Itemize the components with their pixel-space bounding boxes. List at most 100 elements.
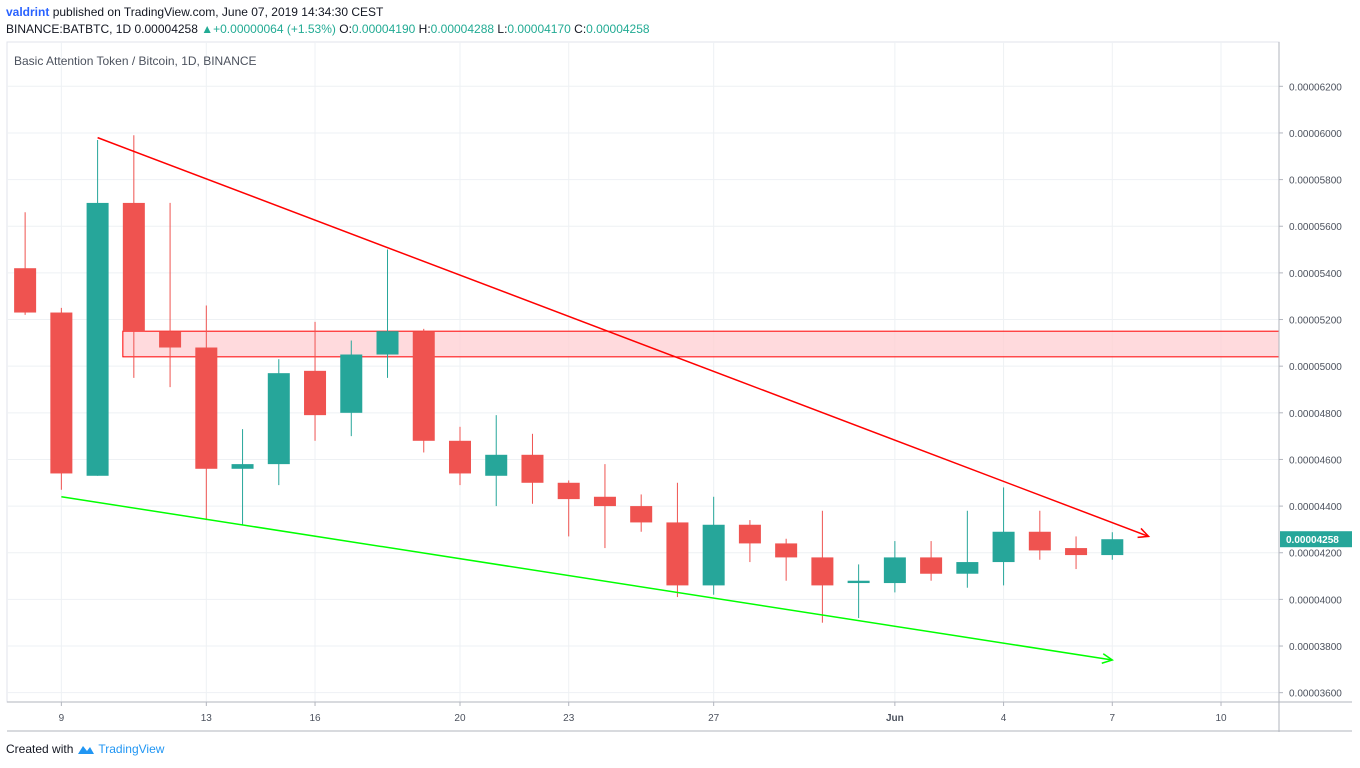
candle-body-down xyxy=(448,440,471,474)
resistance-trendline xyxy=(97,136,1149,538)
high-label: H: xyxy=(418,22,431,36)
symbol-label: BINANCE:BATBTC, 1D xyxy=(6,22,132,36)
candle-body-down xyxy=(557,482,580,500)
x-tick-label: 10 xyxy=(1215,713,1227,724)
y-tick-label: 0.00004800 xyxy=(1289,409,1342,420)
resistance-zone xyxy=(122,330,1280,358)
candle-body-down xyxy=(775,543,798,558)
high-value: 0.00004288 xyxy=(430,22,495,36)
change-value: +0.00000064 (+1.53%) xyxy=(213,22,336,36)
candle xyxy=(195,305,218,521)
tradingview-logo-icon xyxy=(78,746,95,754)
candle-body-up xyxy=(702,524,725,586)
last-price-label: 0.00004258 xyxy=(1286,535,1339,546)
candle xyxy=(702,496,725,595)
y-tick-label: 0.00005000 xyxy=(1289,362,1342,373)
tradingview-brand: TradingView xyxy=(98,742,165,756)
candle xyxy=(231,429,254,525)
x-tick-label: 4 xyxy=(1001,713,1007,724)
candle xyxy=(811,510,834,623)
candle xyxy=(122,135,145,378)
candle xyxy=(920,541,943,581)
created-with-text: Created with xyxy=(6,742,74,756)
candle xyxy=(267,359,290,486)
candle-body-down xyxy=(521,454,544,483)
x-tick-label: Jun xyxy=(886,713,904,724)
candle xyxy=(521,433,544,504)
candle-body-down xyxy=(738,524,761,544)
candle xyxy=(847,564,870,619)
close-label: C: xyxy=(574,22,587,36)
candle xyxy=(666,482,689,598)
candle-body-down xyxy=(304,370,327,416)
candle-body-down xyxy=(195,347,218,469)
candle-body-down xyxy=(412,331,435,441)
candle xyxy=(159,202,182,388)
y-tick-label: 0.00006000 xyxy=(1289,129,1342,140)
y-tick-label: 0.00004400 xyxy=(1289,502,1342,513)
candle-body-up xyxy=(86,202,109,476)
x-tick-label: 16 xyxy=(309,713,321,724)
tradingview-link[interactable]: TradingView xyxy=(77,742,164,756)
candle-body-up xyxy=(376,331,399,355)
candle xyxy=(412,328,435,453)
open-value: 0.00004190 xyxy=(351,22,416,36)
candle xyxy=(14,212,37,315)
x-tick-label: 7 xyxy=(1110,713,1116,724)
candle xyxy=(448,426,471,486)
last-price-tag xyxy=(1280,531,1352,548)
candle-body-up xyxy=(340,354,363,413)
candle-body-up xyxy=(956,562,979,574)
x-tick-label: 13 xyxy=(201,713,213,724)
candle xyxy=(557,480,580,537)
candle xyxy=(593,464,616,549)
author-link[interactable]: valdrint xyxy=(6,5,50,19)
candle xyxy=(1065,536,1088,570)
publish-row: valdrint published on TradingView.com, J… xyxy=(6,4,650,21)
candle xyxy=(376,249,399,378)
candle-body-down xyxy=(630,506,653,523)
y-tick-label: 0.00003600 xyxy=(1289,689,1342,700)
candle xyxy=(340,340,363,437)
low-label: L: xyxy=(497,22,508,36)
footer: Created with TradingView xyxy=(6,742,164,756)
candle xyxy=(883,541,906,593)
x-tick-label: 27 xyxy=(708,713,720,724)
candle-body-up xyxy=(267,373,290,465)
change-arrow-icon: ▲ xyxy=(201,22,214,36)
candle xyxy=(775,538,798,581)
candle xyxy=(956,510,979,588)
candle xyxy=(304,321,327,441)
y-tick-label: 0.00006200 xyxy=(1289,82,1342,93)
ohlc-row: BINANCE:BATBTC, 1D 0.00004258 ▲+0.000000… xyxy=(6,21,650,38)
y-tick-label: 0.00005400 xyxy=(1289,269,1342,280)
candlestick-series xyxy=(14,135,1124,623)
candle-body-down xyxy=(1065,548,1088,556)
support-trendline-arrow xyxy=(1101,653,1115,664)
open-label: O: xyxy=(339,22,352,36)
trendlines xyxy=(61,136,1151,664)
low-value: 0.00004170 xyxy=(507,22,571,36)
y-tick-label: 0.00004600 xyxy=(1289,455,1342,466)
candle-body-down xyxy=(14,268,37,313)
candle-body-down xyxy=(122,202,145,332)
candle-body-down xyxy=(1028,531,1051,551)
candle xyxy=(485,415,508,507)
candle xyxy=(50,307,73,490)
candle-body-down xyxy=(50,312,73,474)
y-tick-label: 0.00005600 xyxy=(1289,222,1342,233)
y-tick-label: 0.00005200 xyxy=(1289,316,1342,327)
axes: 0.00006200 0.00006000 0.00005800 0.00005600… xyxy=(7,42,1352,732)
published-text: published on TradingView.com, June 07, 2… xyxy=(52,5,384,19)
chart-title: Basic Attention Token / Bitcoin, 1D, BIN… xyxy=(14,54,257,68)
candle-body-up xyxy=(847,580,870,584)
candle-body-down xyxy=(666,522,689,586)
last-price: 0.00004258 xyxy=(134,22,198,36)
candle xyxy=(1101,532,1124,560)
candle xyxy=(1028,510,1051,560)
support-trendline xyxy=(61,496,1113,661)
candle-body-up xyxy=(231,464,254,469)
candle-body-up xyxy=(883,557,906,584)
candle-body-up xyxy=(992,531,1015,563)
